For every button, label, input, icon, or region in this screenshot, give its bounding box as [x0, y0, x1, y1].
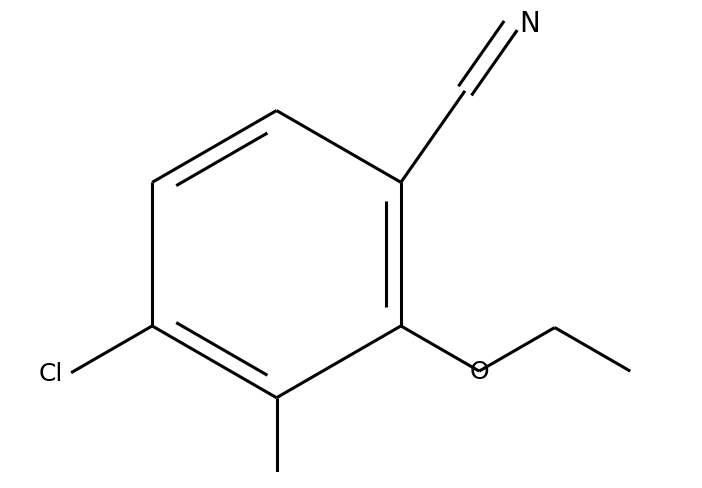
Text: Cl: Cl	[38, 361, 62, 385]
Text: N: N	[519, 10, 540, 38]
Text: O: O	[470, 359, 489, 384]
